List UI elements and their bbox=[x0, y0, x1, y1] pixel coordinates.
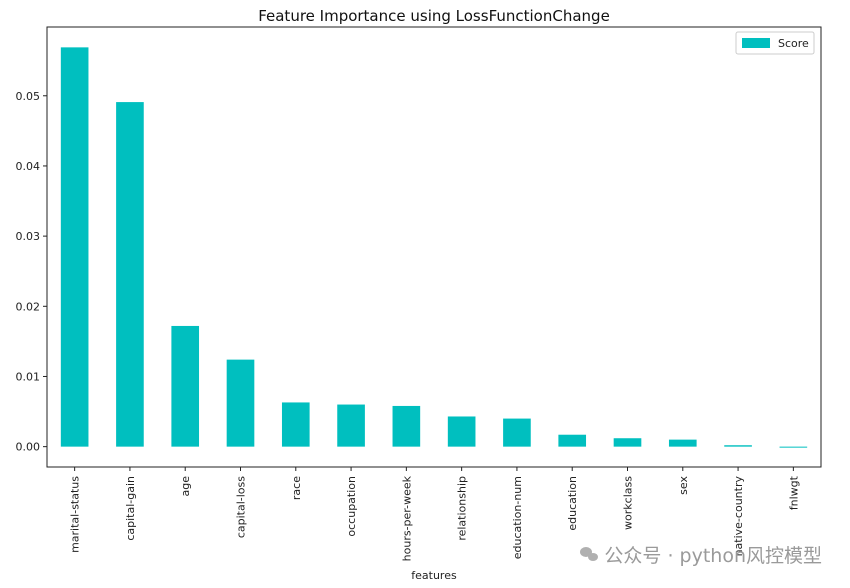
chat-bubble-icon bbox=[580, 547, 599, 562]
legend-label: Score bbox=[778, 37, 809, 50]
legend: Score bbox=[735, 31, 815, 55]
x-tick-label-capital-gain: capital-gain bbox=[124, 476, 137, 541]
bar-capital-loss bbox=[226, 359, 255, 447]
y-tick-label: 0.03 bbox=[16, 230, 41, 243]
bar-marital-status bbox=[60, 47, 89, 447]
x-tick-label-workclass: workclass bbox=[622, 476, 635, 530]
y-tick-label: 0.04 bbox=[16, 160, 41, 173]
x-tick-label-relationship: relationship bbox=[456, 476, 469, 541]
x-tick-label-sex: sex bbox=[677, 476, 690, 495]
bar-occupation bbox=[337, 404, 365, 447]
legend-swatch bbox=[742, 38, 770, 48]
chart-title: Feature Importance using LossFunctionCha… bbox=[258, 7, 610, 25]
legend-box bbox=[735, 31, 815, 55]
watermark-text: 公众号 · python风控模型 bbox=[604, 545, 822, 567]
bar-fnlwgt bbox=[779, 446, 808, 448]
bar-race bbox=[281, 402, 310, 447]
bar-education bbox=[558, 434, 587, 447]
y-tick-label: 0.00 bbox=[16, 441, 41, 454]
y-axis: 0.00 0.01 0.02 0.03 0.04 0.05 bbox=[16, 90, 47, 454]
x-tick-label-marital-status: marital-status bbox=[69, 476, 82, 553]
x-axis: marital-status capital-gain age capital-los… bbox=[69, 467, 800, 561]
bar-relationship bbox=[447, 416, 476, 447]
bar-age bbox=[171, 325, 200, 447]
y-tick-label: 0.05 bbox=[16, 90, 41, 103]
x-tick-label-hours-per-week: hours-per-week bbox=[400, 475, 413, 561]
bar-education-num bbox=[503, 418, 531, 447]
bar-workclass bbox=[613, 438, 642, 447]
bar-hours-per-week bbox=[392, 405, 421, 447]
x-tick-label-occupation: occupation bbox=[345, 476, 358, 537]
x-tick-label-fnlwgt: fnlwgt bbox=[787, 475, 800, 510]
bar-native-country bbox=[724, 445, 752, 447]
x-tick-label-capital-loss: capital-loss bbox=[235, 476, 248, 538]
x-tick-label-native-country: native-country bbox=[732, 476, 745, 557]
bars-group bbox=[60, 47, 808, 448]
plot-area bbox=[46, 26, 822, 468]
x-tick-label-education-num: education-num bbox=[511, 476, 524, 559]
y-tick-label: 0.01 bbox=[16, 370, 41, 383]
bar-capital-gain bbox=[116, 102, 144, 447]
watermark: 公众号 · python风控模型 bbox=[580, 541, 822, 568]
bar-sex bbox=[668, 439, 697, 447]
x-tick-label-race: race bbox=[290, 476, 303, 500]
x-axis-label: features bbox=[411, 569, 457, 582]
x-tick-label-education: education bbox=[566, 476, 579, 531]
x-tick-label-age: age bbox=[179, 476, 192, 497]
y-tick-label: 0.02 bbox=[16, 300, 41, 313]
